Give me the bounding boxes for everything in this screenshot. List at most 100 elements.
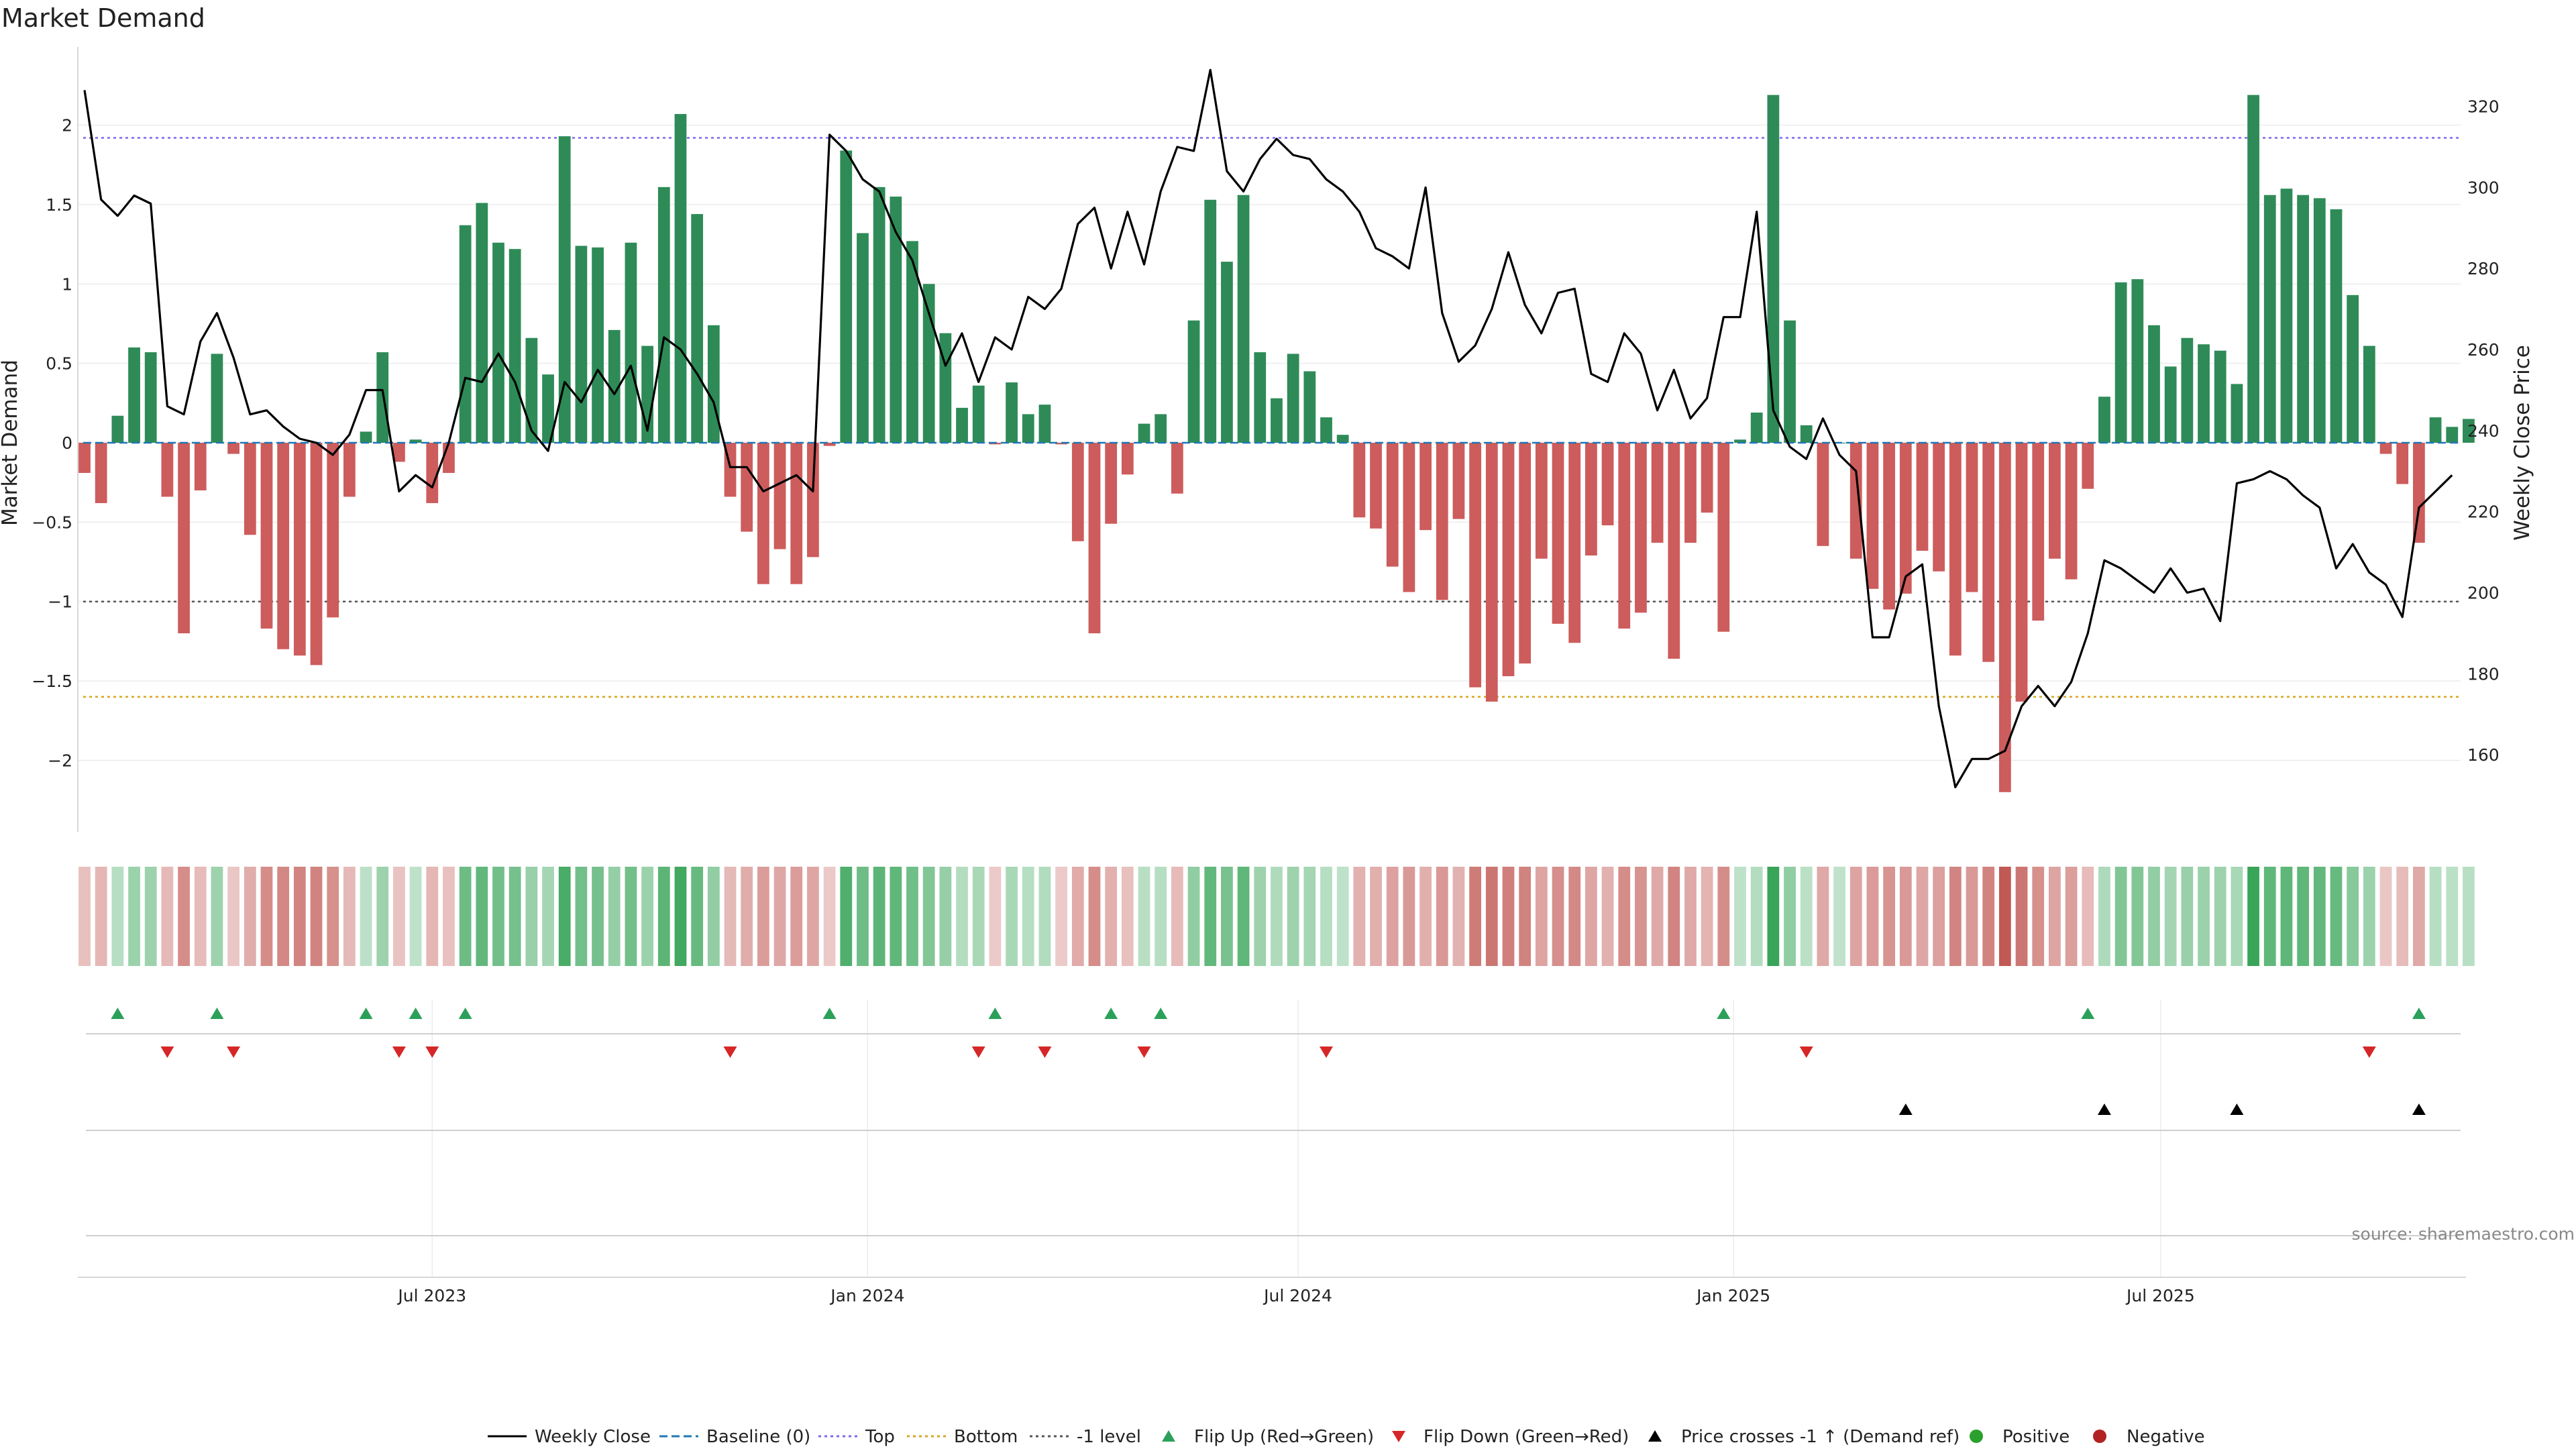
demand-bar: [608, 329, 621, 443]
demand-bar: [625, 242, 637, 443]
heat-cell: [1485, 867, 1498, 966]
demand-bar: [1353, 443, 1366, 518]
heat-cell: [1519, 867, 1532, 966]
demand-bar: [476, 203, 488, 443]
demand-bar: [2131, 279, 2144, 443]
demand-bar: [2247, 95, 2259, 443]
reference-levels: [83, 137, 2461, 698]
legend-label: Weekly Close: [535, 1427, 651, 1447]
heat-cell: [1237, 867, 1250, 966]
demand-bar: [393, 443, 405, 462]
heat-cell: [95, 867, 107, 966]
demand-bar: [2313, 198, 2326, 443]
demand-bar: [1933, 443, 1945, 572]
demand-bar: [2065, 443, 2078, 580]
heat-cell: [1849, 867, 1862, 966]
heat-cell: [1221, 867, 1233, 966]
x-tick-label: Jul 2024: [1263, 1286, 1332, 1305]
y-tick-label: 2: [62, 116, 72, 136]
heat-cell: [790, 867, 803, 966]
heat-cell: [707, 867, 720, 966]
heat-cell: [2297, 867, 2310, 966]
demand-bar: [741, 443, 753, 532]
heat-cell: [1734, 867, 1746, 966]
demand-bar: [1171, 443, 1183, 494]
demand-bar: [1155, 414, 1167, 443]
heat-cell: [78, 867, 91, 966]
y2-axis-label: Weekly Close Price: [2510, 345, 2534, 541]
demand-bar: [2280, 189, 2293, 443]
demand-bar: [111, 415, 124, 443]
demand-bar: [1452, 443, 1465, 519]
heat-cell: [1717, 867, 1730, 966]
heat-cell: [757, 867, 769, 966]
demand-bar: [857, 233, 869, 443]
y2-tick-label: 160: [2467, 745, 2500, 765]
flip-down-marker: [1320, 1046, 1333, 1058]
heat-cell: [724, 867, 737, 966]
demand-bar: [1204, 199, 1217, 443]
heat-cell: [2114, 867, 2127, 966]
flip-up-marker: [111, 1008, 125, 1019]
heat-cell: [1006, 867, 1018, 966]
heat-cell: [608, 867, 621, 966]
heat-cell: [1916, 867, 1929, 966]
demand-bar: [2032, 443, 2045, 621]
heat-cell: [2181, 867, 2194, 966]
demand-bar: [1717, 443, 1730, 632]
y2-tick-label: 260: [2467, 340, 2500, 360]
demand-bar: [1552, 443, 1564, 624]
heat-cell: [360, 867, 372, 966]
demand-bar: [2379, 443, 2392, 454]
heat-cell: [1469, 867, 1482, 966]
demand-bar: [1601, 443, 1614, 526]
demand-bar: [840, 150, 853, 443]
heat-cell: [1668, 867, 1680, 966]
demand-bar: [757, 443, 769, 584]
demand-bar: [575, 246, 588, 443]
heat-cell: [1998, 867, 2011, 966]
demand-bar: [1105, 443, 1118, 524]
heat-cell: [310, 867, 323, 966]
demand-bar: [1419, 443, 1432, 531]
flip-down-marker: [971, 1046, 985, 1058]
y-axis-label: Market Demand: [0, 360, 22, 526]
demand-bar: [508, 249, 521, 443]
legend: Weekly Close Baseline (0) Top Bottom -1 leve…: [488, 1427, 2205, 1447]
heat-cell: [1138, 867, 1150, 966]
left-y-axis: −2 −1.5 −1 −0.5 0 0.5 1 1.5 2: [32, 47, 78, 832]
heat-cell: [1386, 867, 1399, 966]
demand-bar: [1485, 443, 1498, 702]
heat-cell: [1022, 867, 1034, 966]
heat-cell: [1271, 867, 1283, 966]
y2-tick-label: 300: [2467, 178, 2500, 197]
heat-cell: [161, 867, 174, 966]
heat-cell: [972, 867, 985, 966]
heat-cell: [1038, 867, 1051, 966]
heat-cell: [857, 867, 869, 966]
demand-bar: [1899, 443, 1912, 594]
heat-cell: [211, 867, 223, 966]
demand-bar: [327, 443, 339, 618]
heat-cell: [1452, 867, 1465, 966]
heat-cell: [227, 867, 240, 966]
price-cross-panel: [86, 1104, 2461, 1236]
demand-bar: [691, 214, 704, 443]
heat-cell: [1403, 867, 1415, 966]
heat-cell: [1651, 867, 1664, 966]
heat-cell: [1784, 867, 1796, 966]
demand-bar: [773, 443, 786, 549]
source-note: source: sharemaestro.com: [2352, 1224, 2575, 1244]
heat-cell: [2148, 867, 2160, 966]
demand-bar: [1568, 443, 1581, 643]
demand-bar: [1849, 443, 1862, 559]
price-cross-marker: [2097, 1104, 2111, 1115]
demand-bar: [1916, 443, 1929, 551]
heat-cell: [1833, 867, 1845, 966]
demand-bar: [2098, 396, 2110, 443]
heat-cell: [2263, 867, 2276, 966]
demand-bar: [1519, 443, 1532, 664]
demand-bar: [2297, 195, 2310, 443]
demand-bar: [674, 113, 687, 443]
heat-cell: [1701, 867, 1713, 966]
